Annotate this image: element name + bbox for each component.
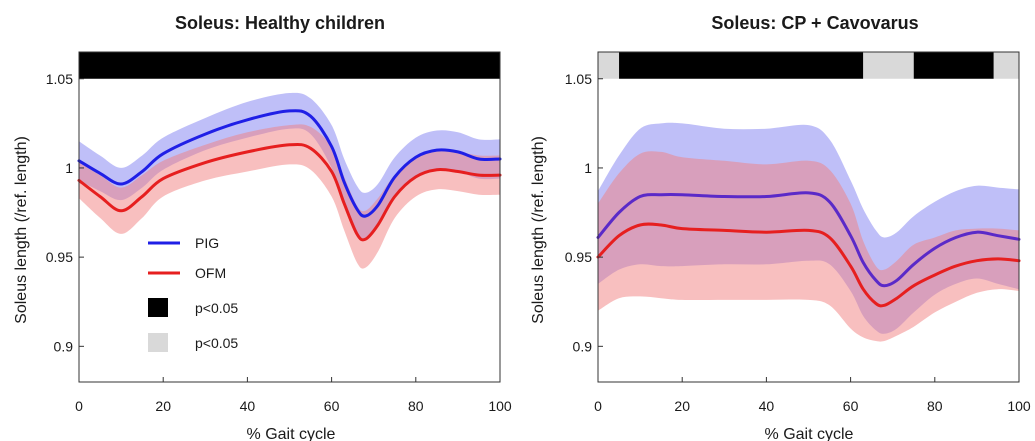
right-ytick-label-2: 1 (584, 160, 592, 176)
right-ytick-label-0: 0.9 (573, 338, 593, 354)
left-xtick-label-2: 40 (240, 398, 256, 414)
left-xtick-label-5: 100 (488, 398, 512, 414)
left-line-pig (77, 109, 502, 218)
right-significance-segment-4 (993, 52, 1019, 79)
right-xtick-label-4: 80 (927, 398, 943, 414)
right-xtick-label-2: 40 (759, 398, 775, 414)
right-chart-ylabel: Soleus length (/ref. length) (530, 136, 547, 324)
legend-gray-label: p<0.05 (195, 335, 238, 351)
left-line-ofm (77, 142, 502, 242)
legend: PIG OFM p<0.05 p<0.05 (148, 235, 238, 352)
left-xtick-label-0: 0 (75, 398, 83, 414)
right-band-ofm (598, 151, 1019, 342)
right-chart-title: Soleus: CP + Cavovarus (711, 13, 918, 33)
right-chart: Soleus: CP + Cavovarus 0.9 0.95 1 1.05 0 20 40… (530, 13, 1031, 441)
right-line-ofm (596, 222, 1021, 308)
right-chart-xlabel: % Gait cycle (765, 426, 854, 441)
legend-pig-label: PIG (195, 235, 219, 251)
left-ytick-label-1: 0.95 (46, 249, 73, 265)
right-significance-segment-0 (598, 52, 620, 79)
left-significance-segment-0 (79, 52, 500, 79)
left-xtick-label-1: 20 (155, 398, 171, 414)
left-chart-title: Soleus: Healthy children (175, 13, 385, 33)
right-ytick-label-3: 1.05 (565, 71, 592, 87)
legend-black-label: p<0.05 (195, 300, 238, 316)
right-xtick-label-0: 0 (594, 398, 602, 414)
right-line-pig (596, 191, 1021, 288)
legend-ofm-label: OFM (195, 265, 226, 281)
right-significance-segment-1 (619, 52, 864, 79)
legend-gray-box (148, 333, 168, 352)
left-plot-frame (78, 51, 501, 383)
right-xtick-label-3: 60 (843, 398, 859, 414)
left-xtick-label-4: 80 (408, 398, 424, 414)
right-xtick-label-5: 100 (1007, 398, 1031, 414)
left-chart-plot: 0.9 0.95 1 1.05 0 20 40 60 80 100 (46, 51, 512, 414)
right-significance-segment-3 (913, 52, 994, 79)
left-chart-ylabel: Soleus length (/ref. length) (13, 136, 30, 324)
left-band-ofm (79, 124, 500, 269)
left-band-pig (79, 92, 500, 240)
right-xtick-label-1: 20 (674, 398, 690, 414)
left-chart-xlabel: % Gait cycle (247, 426, 336, 441)
left-ytick-label-0: 0.9 (54, 338, 74, 354)
right-plot-frame (597, 51, 1020, 383)
legend-black-box (148, 298, 168, 317)
left-ytick-label-2: 1 (65, 160, 73, 176)
left-ytick-label-3: 1.05 (46, 71, 73, 87)
right-ytick-label-1: 0.95 (565, 249, 592, 265)
right-significance-segment-2 (863, 52, 914, 79)
left-chart: Soleus: Healthy children 0.9 0.95 1 1.05 0 20… (13, 13, 512, 441)
left-xtick-label-3: 60 (324, 398, 340, 414)
right-chart-plot: 0.9 0.95 1 1.05 0 20 40 60 80 100 (565, 51, 1031, 414)
